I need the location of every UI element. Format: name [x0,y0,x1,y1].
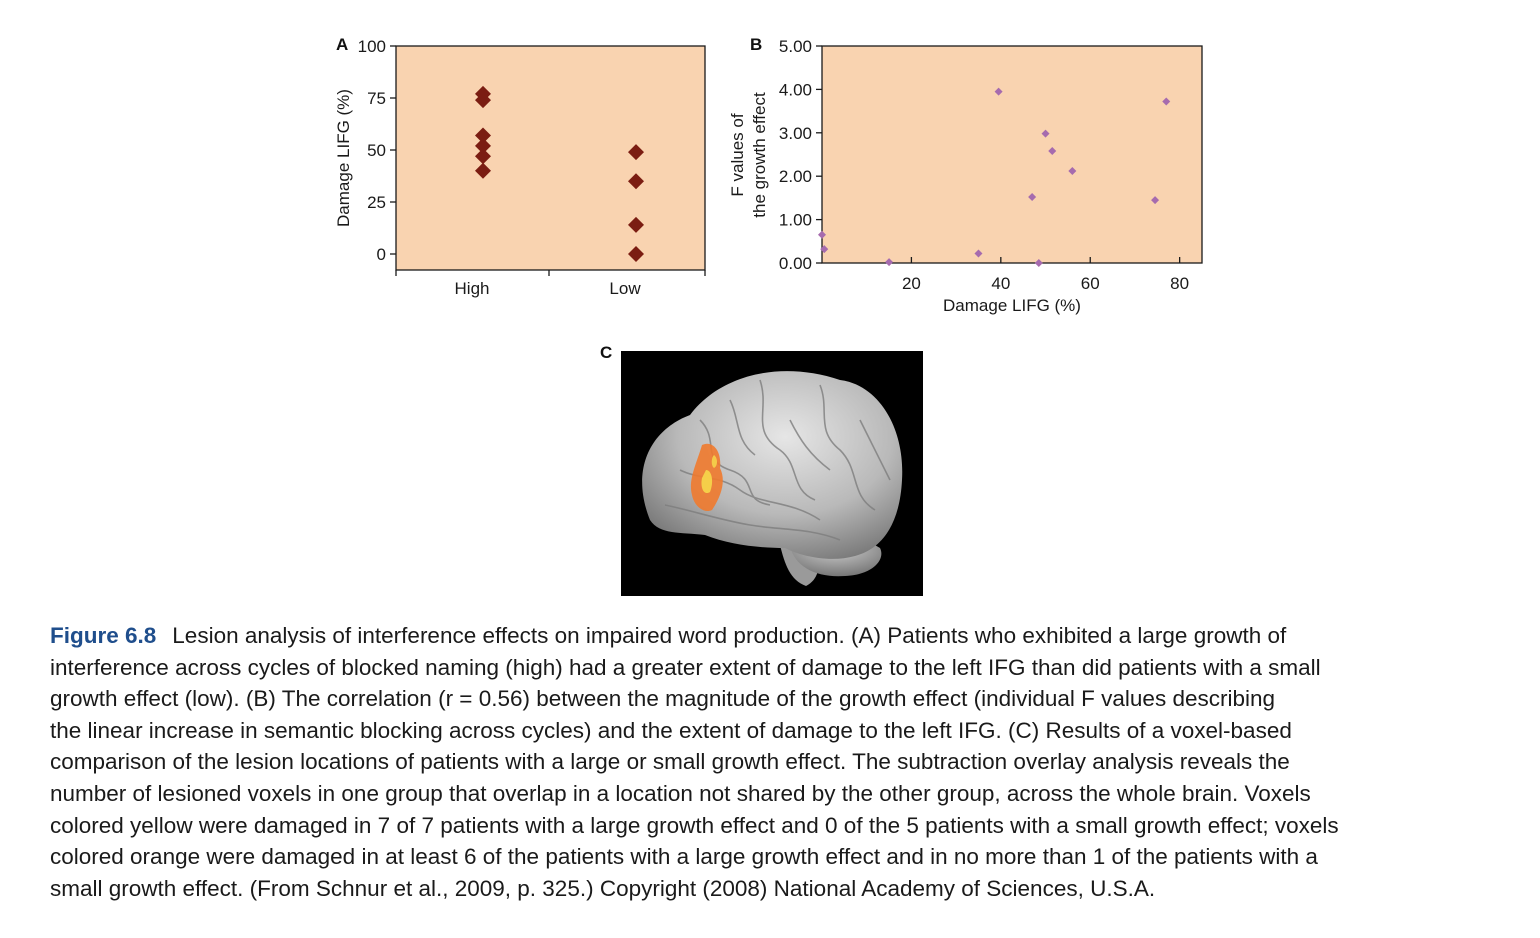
panel-b-y-tick-label: 4.00 [779,80,812,99]
panel-a-letter: A [336,35,348,54]
caption-line: the linear increase in semantic blocking… [50,717,1292,743]
caption-line-1-text: Lesion analysis of interference effects … [172,623,1287,648]
panel-a-y-tick-label: 25 [367,193,386,212]
panel-a-y-axis-label: Damage LIFG (%) [334,89,353,227]
panel-c-letter: C [600,343,612,362]
caption-line: colored yellow were damaged in 7 of 7 pa… [50,812,1339,838]
panel-c-brain-image: C [600,343,923,596]
panel-b-chart: B F values of the growth effect Damage L… [728,35,1203,315]
panel-a-y-tick-label: 50 [367,141,386,160]
caption-line: small growth effect. (From Schnur et al.… [50,875,1156,901]
lesion-overlay [690,443,723,512]
panel-a-data-point [628,216,644,233]
caption-line: interference across cycles of blocked na… [50,654,1321,680]
panel-b-x-tick-label: 40 [991,274,1010,293]
panel-b-y-axis-label-line2: the growth effect [750,92,769,218]
panel-b-data-point [1068,166,1077,175]
panel-b-data-point [1151,196,1160,205]
panel-a-points [475,85,644,262]
panel-b-data-point [1048,147,1057,156]
panel-b-x-tick-label: 60 [1081,274,1100,293]
panel-a-chart: A Damage LIFG (%) 0 25 50 75 100 High Low [334,35,706,298]
panel-b-y-tick-label: 5.00 [779,37,812,56]
panel-b-x-tick-label: 20 [902,274,921,293]
panel-b-y-tick-label: 0.00 [779,254,812,273]
panel-a-data-point [475,137,491,154]
panel-b-x-axis-label: Damage LIFG (%) [943,296,1081,315]
panel-a-data-point [628,173,644,190]
panel-a-x-ticks: High Low [395,270,706,298]
panel-a-data-point [475,148,491,165]
caption-line: colored orange were damaged in at least … [50,844,1318,870]
panel-a-plot-area [395,45,706,271]
figure-number: Figure 6.8 [50,623,157,648]
panel-b-data-point [1028,193,1037,202]
panel-b-y-tick-label: 3.00 [779,124,812,143]
panel-b-x-tick-label: 80 [1170,274,1189,293]
panel-a-data-point [475,92,491,109]
panel-b-points [818,87,1171,267]
panel-a-x-tick-label: Low [609,279,641,298]
panel-a-y-tick-label: 75 [367,89,386,108]
caption-line: comparison of the lesion locations of pa… [50,749,1290,775]
caption-line: number of lesioned voxels in one group t… [50,780,1311,806]
panel-b-data-point [818,230,826,239]
panel-a-data-point [475,162,491,179]
panel-a-y-ticks: 0 25 50 75 100 [358,37,396,264]
panel-b-data-point [885,258,894,267]
panel-b-data-point [1041,129,1050,138]
panel-b-data-point [1034,259,1043,267]
panel-a-x-tick-label: High [455,279,490,298]
caption-line: growth effect (low). (B) The correlation… [50,686,1276,712]
caption-line: Figure 6.8 Lesion analysis of interferenc… [50,620,1510,652]
panel-b-x-ticks: 20 40 60 80 [902,257,1189,293]
panel-b-y-axis-label-line1: F values of [728,113,747,196]
brain-cerebrum [642,371,903,559]
panel-a-y-tick-label: 100 [358,37,386,56]
panel-b-y-tick-label: 1.00 [779,211,812,230]
panel-a-y-tick-label: 0 [377,245,386,264]
panel-b-data-point [820,245,829,254]
panel-b-data-point [974,249,983,258]
panel-b-y-ticks: 0.00 1.00 2.00 3.00 4.00 5.00 [779,37,822,273]
panel-b-data-point [994,87,1003,96]
figure-caption: Figure 6.8 Lesion analysis of interferenc… [50,620,1510,904]
panel-a-data-point [475,127,491,144]
panel-b-y-tick-label: 2.00 [779,167,812,186]
panel-b-letter: B [750,35,762,54]
panel-b-data-point [1162,97,1171,106]
panel-a-data-point [628,246,644,262]
panel-b-plot-area [821,45,1203,264]
panel-a-data-point [628,144,644,161]
